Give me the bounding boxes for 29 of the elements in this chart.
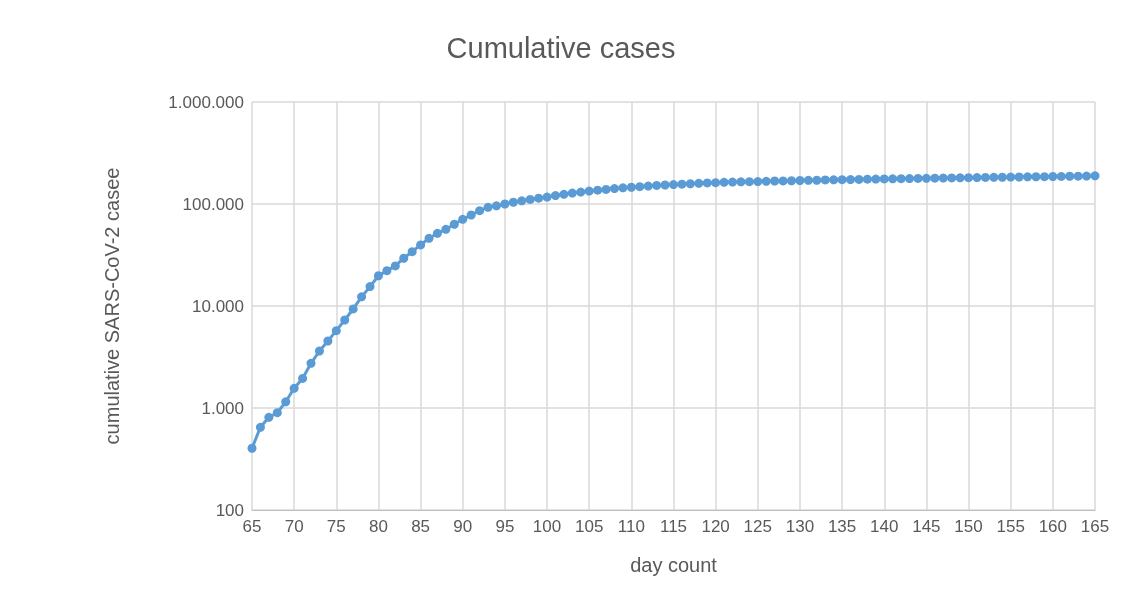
x-tick-label: 135 <box>827 517 857 536</box>
x-tick-label: 140 <box>870 517 899 536</box>
x-tick-label: 100 <box>532 517 562 536</box>
x-tick-label: 95 <box>495 517 515 536</box>
y-tick-label: 100.000 <box>182 194 244 214</box>
x-tick-label: 145 <box>912 517 941 536</box>
x-tick-label: 155 <box>996 517 1025 536</box>
y-tick-label: 1.000.000 <box>168 92 244 112</box>
x-tick-label: 120 <box>701 517 730 536</box>
x-tick-label: 165 <box>1080 517 1110 536</box>
x-tick-label: 70 <box>284 517 304 536</box>
x-tick-label: 130 <box>785 517 815 536</box>
x-tick-label: 75 <box>326 517 346 536</box>
x-tick-label: 80 <box>368 517 388 536</box>
y-tick-label: 10.000 <box>192 296 244 316</box>
y-tick-label: 1.000 <box>201 398 244 418</box>
x-tick-label: 90 <box>453 517 473 536</box>
x-axis-title: day count <box>630 554 718 576</box>
x-tick-label: 150 <box>954 517 983 536</box>
x-tick-label: 125 <box>743 517 772 536</box>
x-tick-label: 160 <box>1038 517 1068 536</box>
y-axis-title: cumulative SARS-CoV-2 casee <box>101 167 123 445</box>
x-tick-label: 85 <box>411 517 431 536</box>
x-tick-label: 105 <box>575 517 604 536</box>
x-tick-label: 115 <box>659 517 688 536</box>
y-tick-label: 100 <box>215 500 244 520</box>
chart-title: Cumulative cases <box>446 31 676 64</box>
x-tick-label: 65 <box>242 517 262 536</box>
x-tick-label: 110 <box>617 517 645 536</box>
